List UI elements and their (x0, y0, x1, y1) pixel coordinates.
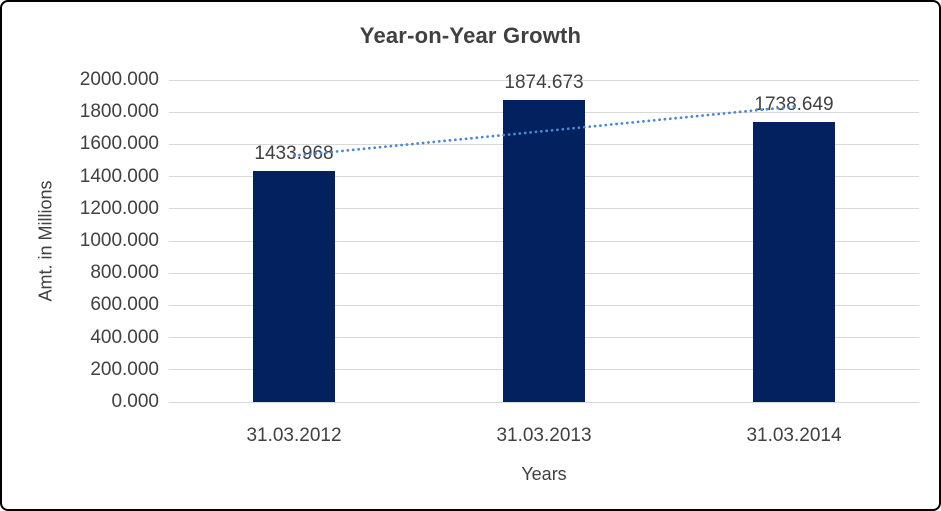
y-tick-label: 1000.000 (79, 230, 159, 251)
y-tick-label: 1800.000 (79, 101, 159, 123)
bar-data-label: 1433.968 (254, 143, 334, 165)
y-tick-label: 1200.000 (79, 197, 159, 219)
gridline (169, 79, 919, 81)
chart-title: Year-on-Year Growth (359, 23, 582, 48)
y-tick-label: 2000.000 (79, 69, 159, 90)
bar-data-label: 1738.649 (754, 94, 834, 116)
x-axis-title: Years (521, 464, 567, 484)
y-tick-label: 1400.000 (79, 165, 159, 187)
y-tick-label: 600.000 (90, 294, 159, 316)
plot-area: 2000.000 1800.000 1600.000 1400.000 1200.000… (80, 69, 919, 446)
y-tick-label: 0.000 (111, 391, 159, 412)
bar (503, 100, 585, 402)
y-tick-label: 200.000 (90, 358, 159, 380)
x-tick-label: 31.03.2014 (746, 425, 842, 446)
y-tick-label: 400.000 (90, 326, 159, 348)
bar (753, 122, 835, 402)
bar-data-label: 1874.673 (504, 72, 584, 94)
gridline (169, 401, 919, 403)
x-tick-label: 31.03.2013 (496, 425, 592, 446)
x-tick-label: 31.03.2012 (246, 425, 342, 446)
y-tick-label: 800.000 (90, 262, 159, 284)
bar (253, 171, 335, 402)
y-tick-label: 1600.000 (79, 133, 159, 155)
